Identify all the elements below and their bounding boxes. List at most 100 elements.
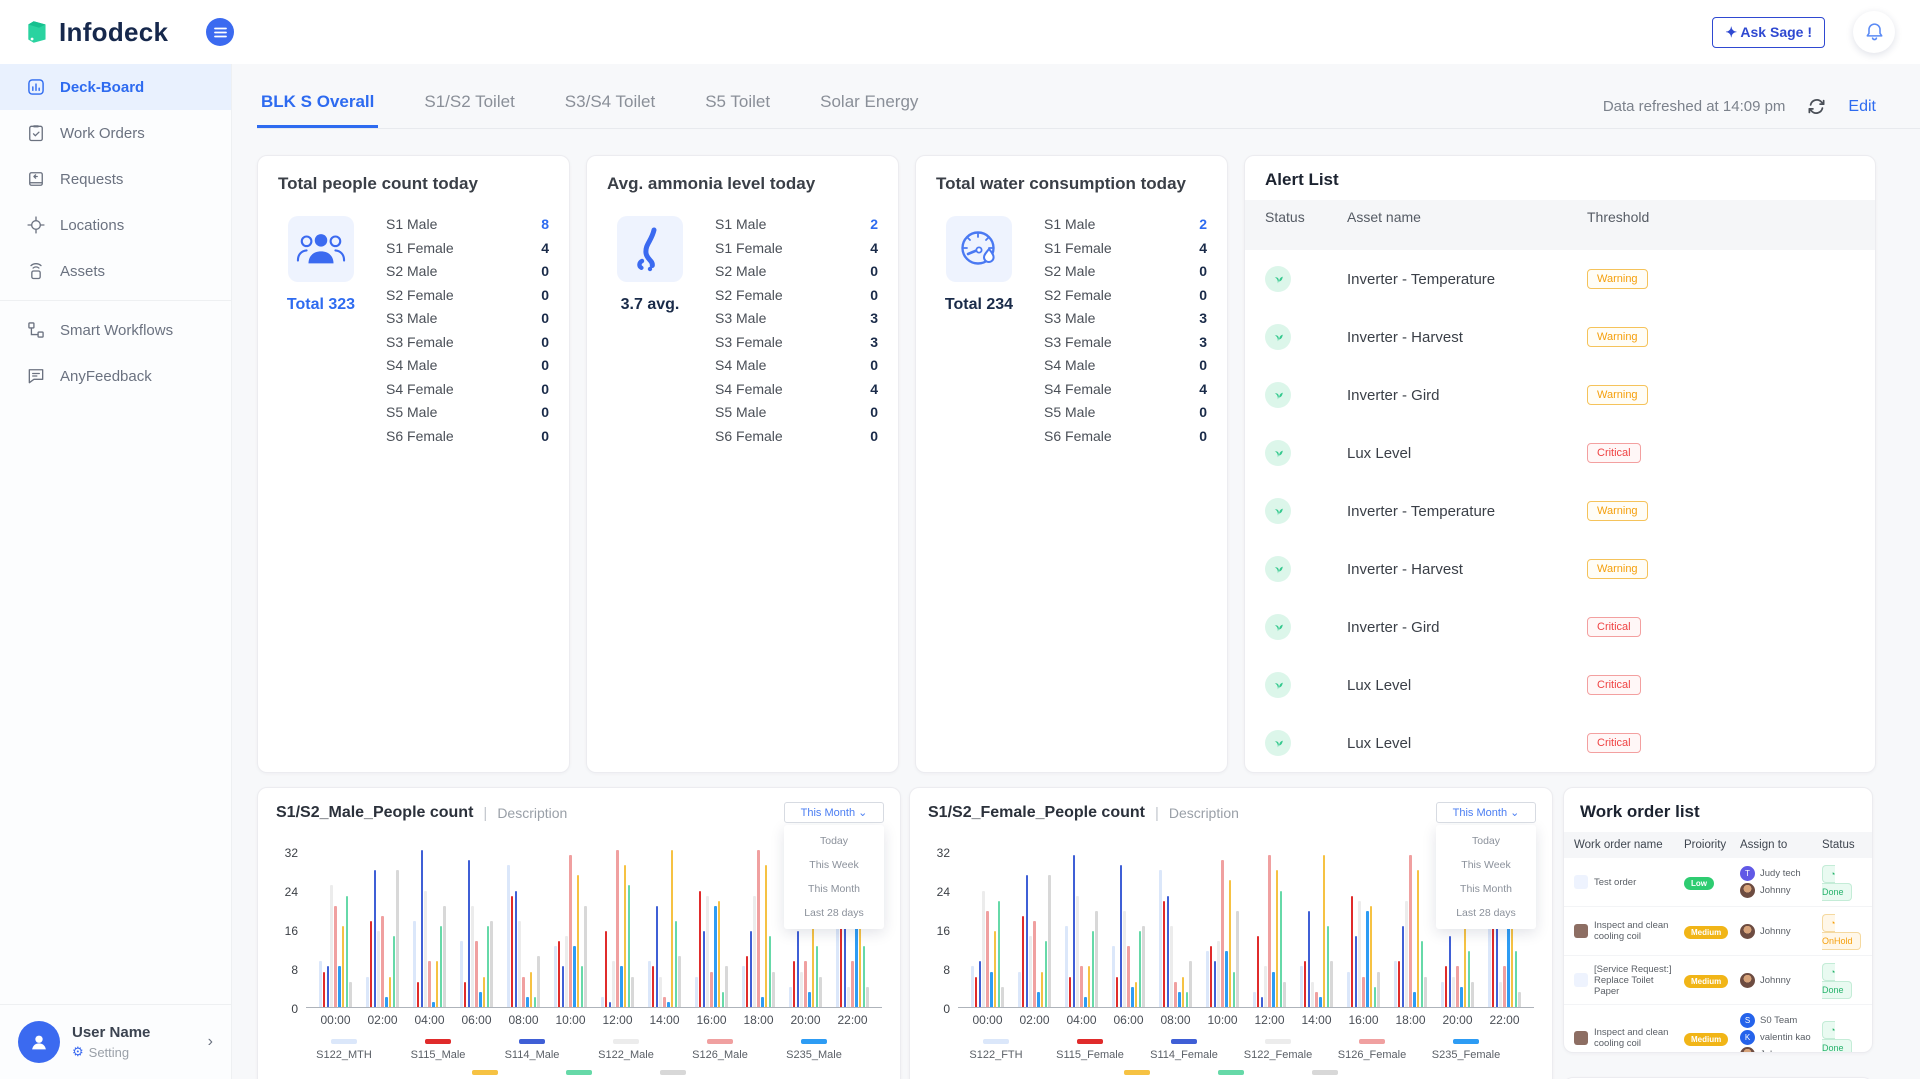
work-order-row[interactable]: Inspect and clean cooling coil Medium John… — [1564, 907, 1872, 956]
legend-label: S122_MTH — [316, 1049, 372, 1061]
tab-s5-toilet[interactable]: S5 Toilet — [705, 92, 771, 111]
bar-S126_Male — [428, 961, 431, 1007]
x-tick-label: 00:00 — [320, 1013, 351, 1027]
work-order-priority-cell: Low — [1684, 873, 1736, 891]
bar-S122_MTH — [554, 946, 557, 1007]
time-filter-option[interactable]: This Week — [809, 859, 859, 871]
stat-row-label: S6 Female — [715, 427, 783, 444]
time-filter-option[interactable]: This Week — [1461, 859, 1511, 871]
stat-row-value: 0 — [870, 263, 878, 279]
bar-S236_Female — [1181, 977, 1185, 1007]
bar-S238_Male — [392, 936, 396, 1007]
sidebar-item-work-orders[interactable]: Work Orders — [0, 110, 231, 156]
stat-row-value: 0 — [1199, 427, 1207, 444]
alert-asset-name: Inverter - Temperature — [1347, 270, 1496, 288]
nose-icon — [630, 226, 670, 272]
bar-S114_Male — [373, 870, 377, 1007]
tab-s3-s4-toilet[interactable]: S3/S4 Toilet — [564, 92, 656, 111]
assignee-name: S0 Team — [1760, 1015, 1798, 1026]
bar-S122_MTH — [742, 966, 745, 1007]
stat-row-label: S4 Female — [1044, 380, 1112, 397]
stat-row-label: S1 Female — [386, 239, 454, 256]
time-filter: This Month ⌄ Today This Week This Month Last… — [784, 802, 884, 929]
work-order-column-header: Proiority — [1684, 839, 1727, 851]
bar-S236_Female — [993, 931, 997, 1007]
bar-S114_Male — [843, 875, 847, 1007]
bar-S235_Male — [854, 865, 858, 1007]
ask-sage-button[interactable]: ✦ Ask Sage ! — [1712, 16, 1825, 48]
stat-row-value: 0 — [541, 427, 549, 444]
work-order-row[interactable]: Inspect and clean cooling coil Medium S S0 … — [1564, 1005, 1872, 1052]
bar-S245_Female — [1330, 961, 1333, 1007]
time-filter-button[interactable]: This Month ⌄ — [1436, 802, 1536, 823]
stat-row-value: 3 — [1199, 310, 1207, 326]
stat-row: S2 Male 0 — [386, 263, 549, 279]
assignee-name: Johnny — [1760, 1049, 1791, 1052]
time-filter-option[interactable]: Last 28 days — [1456, 907, 1516, 919]
sidebar-item-requests[interactable]: Requests — [0, 156, 231, 202]
gauge-icon — [956, 227, 1002, 271]
sidebar-item-deck-board[interactable]: Deck-Board — [0, 64, 231, 110]
plot-area: 00:00 02:00 04:00 06:00 08:00 10:00 12:00 14:00… — [306, 846, 882, 1027]
bar-S236_Male — [388, 977, 392, 1007]
x-tick-label: 04:00 — [414, 1013, 445, 1027]
chevron-right-icon[interactable]: › — [207, 1033, 213, 1050]
time-filter-button[interactable]: This Month ⌄ — [784, 802, 884, 823]
status-badge: ◔ Done — [1822, 963, 1852, 999]
work-order-assignees: Johnny — [1740, 922, 1818, 941]
time-filter-option[interactable]: This Month — [1460, 883, 1512, 895]
work-order-list-title: Work order list — [1580, 802, 1700, 821]
stat-row: S5 Male 0 — [715, 404, 878, 420]
user-setting-link[interactable]: ⚙ Setting — [72, 1044, 150, 1060]
notifications-button[interactable] — [1853, 11, 1895, 53]
tab-blk-s-overall[interactable]: BLK S Overall — [257, 82, 379, 128]
alert-status-cell — [1265, 614, 1347, 640]
gauge-icon — [946, 216, 1012, 282]
bar-S114_Male — [561, 966, 565, 1007]
time-filter-option[interactable]: Last 28 days — [804, 907, 864, 919]
tab-solar-energy[interactable]: Solar Energy — [820, 92, 919, 111]
alert-threshold-badge: Critical — [1587, 733, 1641, 753]
stat-row-label: S5 Male — [715, 404, 767, 420]
alert-threshold-badge: Warning — [1587, 501, 1648, 521]
stat-row-value: 3 — [870, 310, 878, 326]
time-filter-option[interactable]: This Month — [808, 883, 860, 895]
bar-S235_Female — [1224, 951, 1228, 1007]
bar-S238_Male — [815, 946, 819, 1007]
sidebar-item-anyfeedback[interactable]: AnyFeedback — [0, 353, 231, 399]
edit-link[interactable]: Edit — [1848, 97, 1876, 115]
stat-row-value: 0 — [541, 286, 549, 303]
legend-item: S114_Female — [1137, 1039, 1231, 1061]
stat-row-label: S4 Female — [715, 380, 783, 397]
deckboard-icon — [26, 77, 46, 97]
tab-s1-s2-toilet[interactable]: S1/S2 Toilet — [424, 92, 515, 111]
menu-toggle-button[interactable] — [206, 18, 235, 46]
work-order-row[interactable]: [Service Request:] Replace Toilet Paper M… — [1564, 956, 1872, 1005]
work-order-column-header: Status — [1822, 839, 1855, 851]
sprout-icon — [1272, 389, 1285, 402]
legend-swatch — [472, 1070, 498, 1075]
x-tick-label: 00:00 — [972, 1013, 1003, 1027]
refresh-bar: Data refreshed at 14:09 pm Edit — [1603, 97, 1876, 128]
time-filter-option[interactable]: Today — [1471, 835, 1501, 847]
work-order-name-cell: Test order — [1574, 875, 1680, 889]
sidebar-item-assets[interactable]: Assets — [0, 248, 231, 294]
alert-status-cell — [1265, 266, 1347, 292]
work-order-row[interactable]: Test order Low T Judy tech Johnny ◔ Done — [1564, 858, 1872, 907]
legend-item: S235_Male — [767, 1039, 861, 1061]
bar-S115_Female — [1444, 966, 1448, 1007]
sidebar-item-smart-workflows[interactable]: Smart Workflows — [0, 307, 231, 353]
legend-item: S122_MTH — [297, 1039, 391, 1061]
sidebar-item-locations[interactable]: Locations — [0, 202, 231, 248]
alert-threshold-badge: Critical — [1587, 443, 1641, 463]
bar-S245_Male — [866, 987, 869, 1007]
stat-row-value: 2 — [1199, 216, 1207, 232]
bar-S236_Male — [717, 901, 721, 1007]
refresh-button[interactable] — [1807, 97, 1826, 116]
bar-S238_Male — [345, 896, 349, 1007]
time-filter-option[interactable]: Today — [819, 835, 849, 847]
